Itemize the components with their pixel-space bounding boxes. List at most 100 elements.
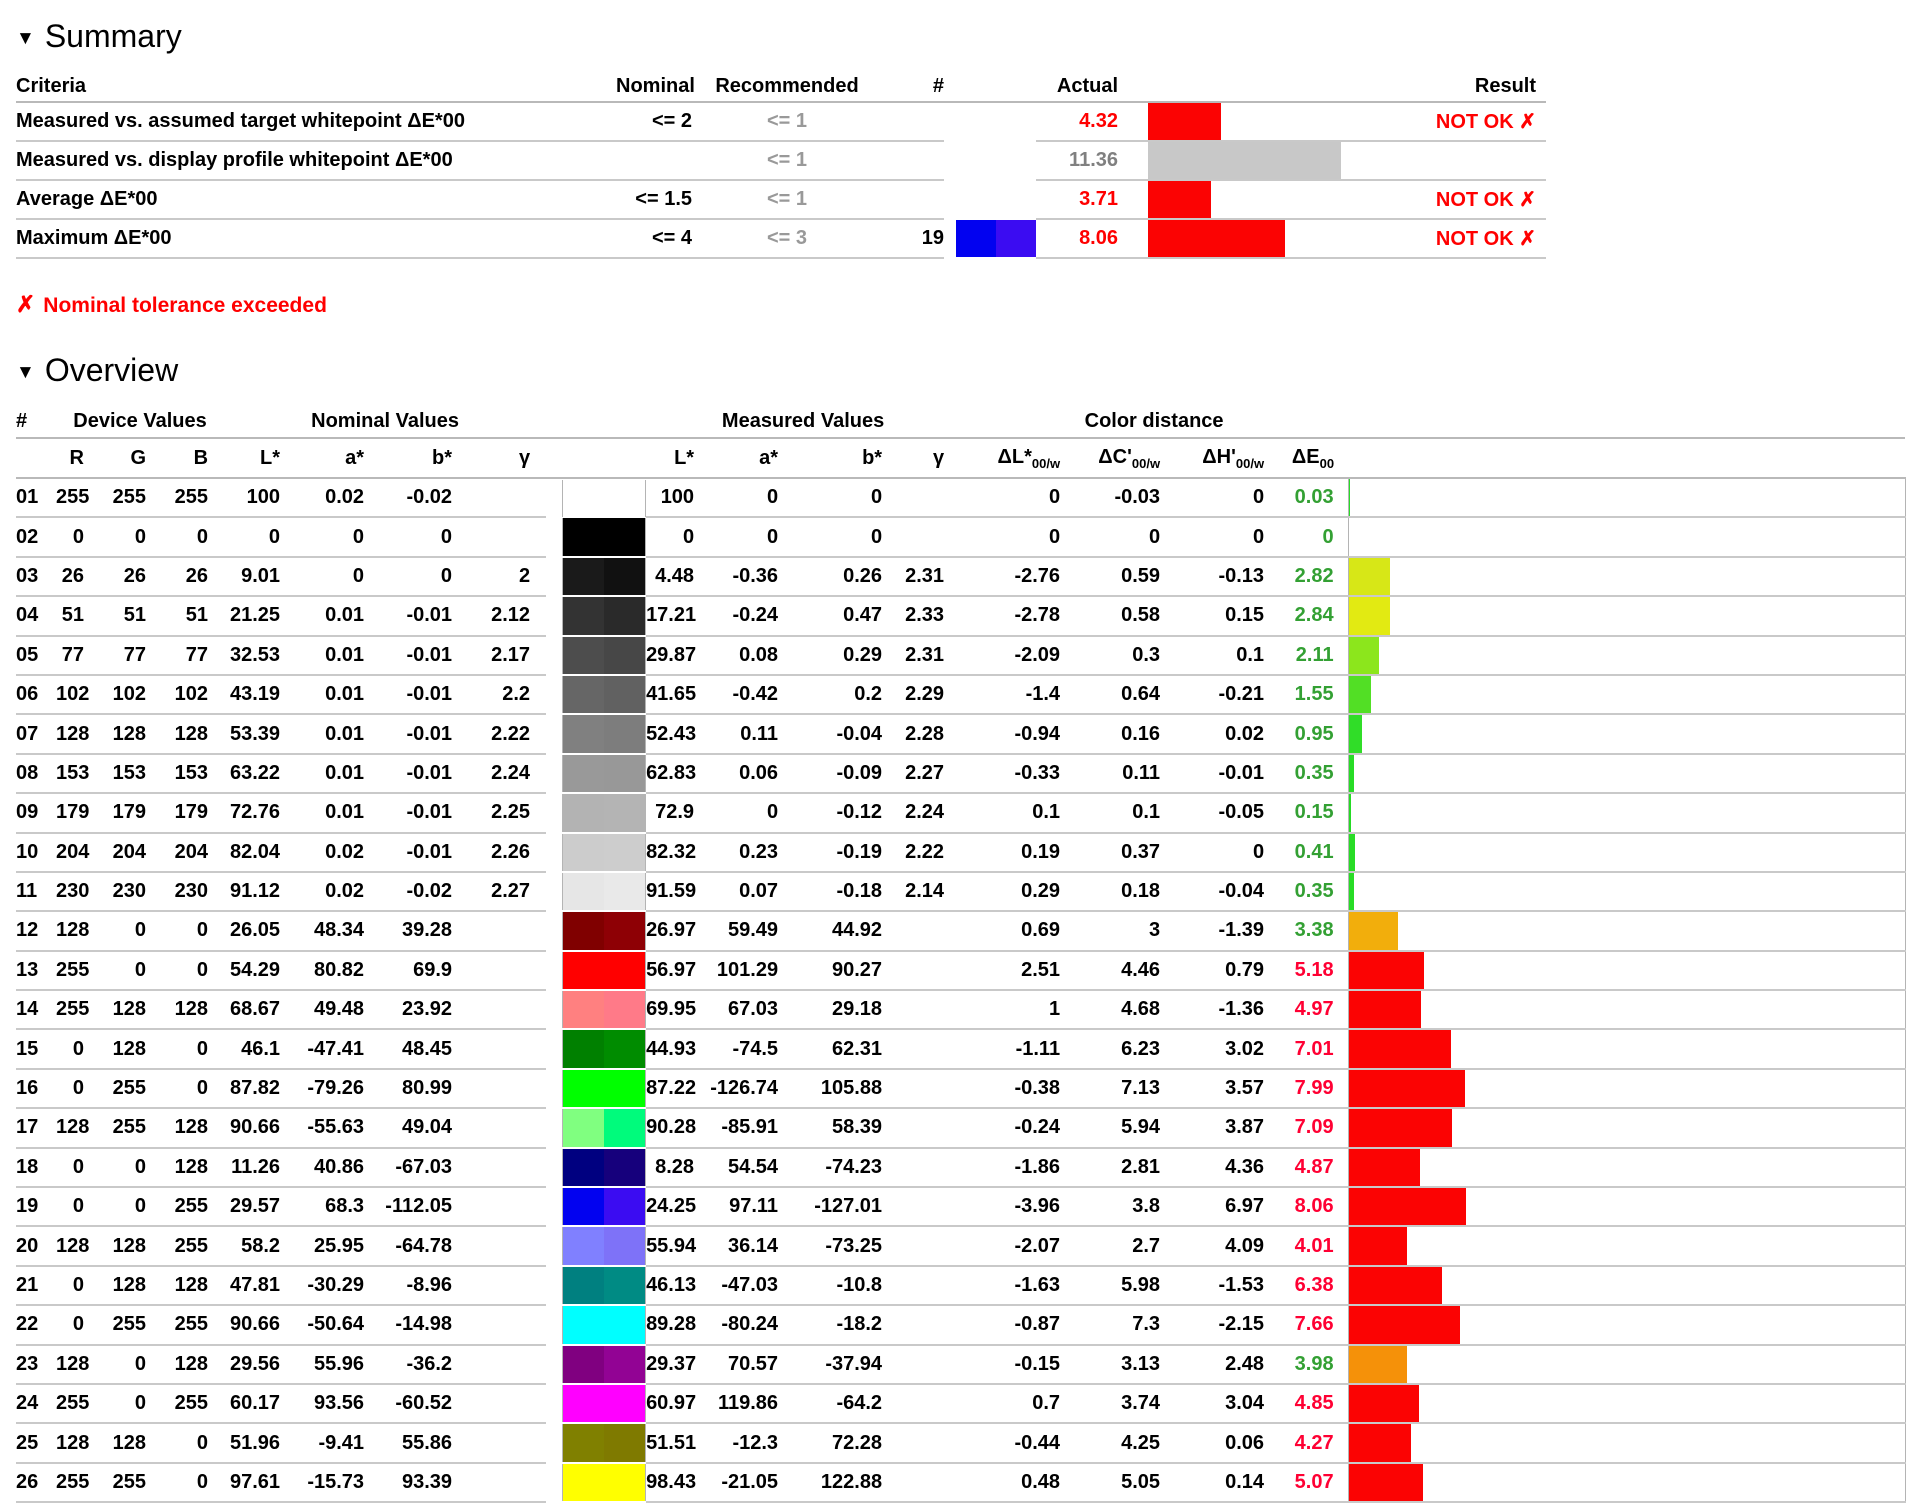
measured-gamma: 2.33 <box>898 596 960 635</box>
delta-c: 3.74 <box>1064 1384 1164 1423</box>
device-b: 255 <box>162 1226 224 1265</box>
swatch-nominal-vs-measured <box>562 794 646 831</box>
device-r: 255 <box>56 1384 100 1423</box>
delta-e-bar-cell <box>1348 596 1905 635</box>
delta-l: -0.33 <box>960 754 1064 793</box>
value-bar <box>1349 1267 1442 1304</box>
delta-l: 0.1 <box>960 793 1064 832</box>
note-text: Nominal tolerance exceeded <box>43 294 327 317</box>
measured-l: 0 <box>646 517 710 556</box>
measured-a: 119.86 <box>710 1384 794 1423</box>
device-g: 26 <box>100 557 162 596</box>
delta-h: -0.21 <box>1164 675 1268 714</box>
nominal-l: 90.66 <box>224 1108 296 1147</box>
device-b: 128 <box>162 1345 224 1384</box>
swatch-nominal-vs-measured <box>562 1149 646 1186</box>
delta-c: 5.94 <box>1064 1108 1164 1147</box>
patch-index: 08 <box>16 754 56 793</box>
nominal-value: <= 4 <box>616 219 692 258</box>
nominal-a: -79.26 <box>296 1069 380 1108</box>
result-label <box>1356 141 1546 180</box>
nominal-a: 0.02 <box>296 833 380 872</box>
measured-gamma <box>898 1108 960 1147</box>
device-r: 153 <box>56 754 100 793</box>
swatch-nominal-vs-measured <box>562 991 646 1028</box>
measured-gamma <box>898 1423 960 1462</box>
measured-l: 72.9 <box>646 793 710 832</box>
nominal-b: -0.02 <box>380 478 468 517</box>
nominal-a: 0.01 <box>296 636 380 675</box>
subcol-bar-blank <box>1348 438 1905 478</box>
nominal-b: 69.9 <box>380 951 468 990</box>
device-g: 204 <box>100 833 162 872</box>
delta-e: 8.06 <box>1268 1187 1348 1226</box>
measured-gamma <box>898 911 960 950</box>
delta-c: 0.18 <box>1064 872 1164 911</box>
device-r: 128 <box>56 1423 100 1462</box>
subcol-nominal-a: a* <box>296 438 380 478</box>
summary-row: Measured vs. display profile whitepoint … <box>16 141 1546 180</box>
device-r: 255 <box>56 478 100 517</box>
overview-section-toggle[interactable]: ▼Overview <box>16 352 1920 389</box>
color-swatch-cell <box>546 1029 646 1068</box>
delta-l: -0.87 <box>960 1305 1064 1344</box>
delta-c: 2.7 <box>1064 1226 1164 1265</box>
delta-l: -0.94 <box>960 714 1064 753</box>
nominal-a: 80.82 <box>296 951 380 990</box>
delta-c: 3.8 <box>1064 1187 1164 1226</box>
delta-h: 0.02 <box>1164 714 1268 753</box>
measured-b: 0.29 <box>794 636 898 675</box>
measured-b: -37.94 <box>794 1345 898 1384</box>
patch-index: 26 <box>16 1463 56 1502</box>
measured-l: 8.28 <box>646 1148 710 1187</box>
delta-l: 0.19 <box>960 833 1064 872</box>
summary-table: Criteria Nominal Recommended # Actual Re… <box>16 71 1546 259</box>
nominal-b: -0.01 <box>380 636 468 675</box>
device-r: 230 <box>56 872 100 911</box>
nominal-a: 55.96 <box>296 1345 380 1384</box>
nominal-b: 80.99 <box>380 1069 468 1108</box>
measured-a: -0.42 <box>710 675 794 714</box>
measured-a: 97.11 <box>710 1187 794 1226</box>
value-bar <box>1349 1070 1466 1107</box>
color-swatch-cell <box>546 754 646 793</box>
color-swatch-cell <box>546 951 646 990</box>
nominal-a: 0.02 <box>296 478 380 517</box>
measured-a: 101.29 <box>710 951 794 990</box>
delta-e-bar-cell <box>1118 102 1356 141</box>
measured-gamma: 2.29 <box>898 675 960 714</box>
criteria-label: Maximum ΔE*00 <box>16 219 616 258</box>
summary-section-toggle[interactable]: ▼Summary <box>16 18 1920 55</box>
measured-b: 58.39 <box>794 1108 898 1147</box>
measured-gamma <box>898 1384 960 1423</box>
delta-h: 0.79 <box>1164 951 1268 990</box>
device-r: 0 <box>56 1148 100 1187</box>
device-g: 0 <box>100 1148 162 1187</box>
nominal-gamma: 2.24 <box>468 754 546 793</box>
criteria-label: Average ΔE*00 <box>16 180 616 219</box>
device-r: 255 <box>56 951 100 990</box>
delta-l: -0.38 <box>960 1069 1064 1108</box>
measured-b: 0 <box>794 478 898 517</box>
nominal-gamma: 2 <box>468 557 546 596</box>
delta-e: 7.99 <box>1268 1069 1348 1108</box>
nominal-a: 0.01 <box>296 596 380 635</box>
measured-l: 69.95 <box>646 990 710 1029</box>
patch-index: 05 <box>16 636 56 675</box>
delta-c: 0.11 <box>1064 754 1164 793</box>
delta-c: 0.64 <box>1064 675 1164 714</box>
group-color-distance: Color distance <box>960 405 1348 438</box>
measured-b: 105.88 <box>794 1069 898 1108</box>
nominal-gamma <box>468 951 546 990</box>
delta-c: 4.46 <box>1064 951 1164 990</box>
delta-e: 6.38 <box>1268 1266 1348 1305</box>
nominal-gamma <box>468 1226 546 1265</box>
measured-b: -0.18 <box>794 872 898 911</box>
nominal-b: 23.92 <box>380 990 468 1029</box>
measured-a: 0.23 <box>710 833 794 872</box>
measured-gamma <box>898 951 960 990</box>
